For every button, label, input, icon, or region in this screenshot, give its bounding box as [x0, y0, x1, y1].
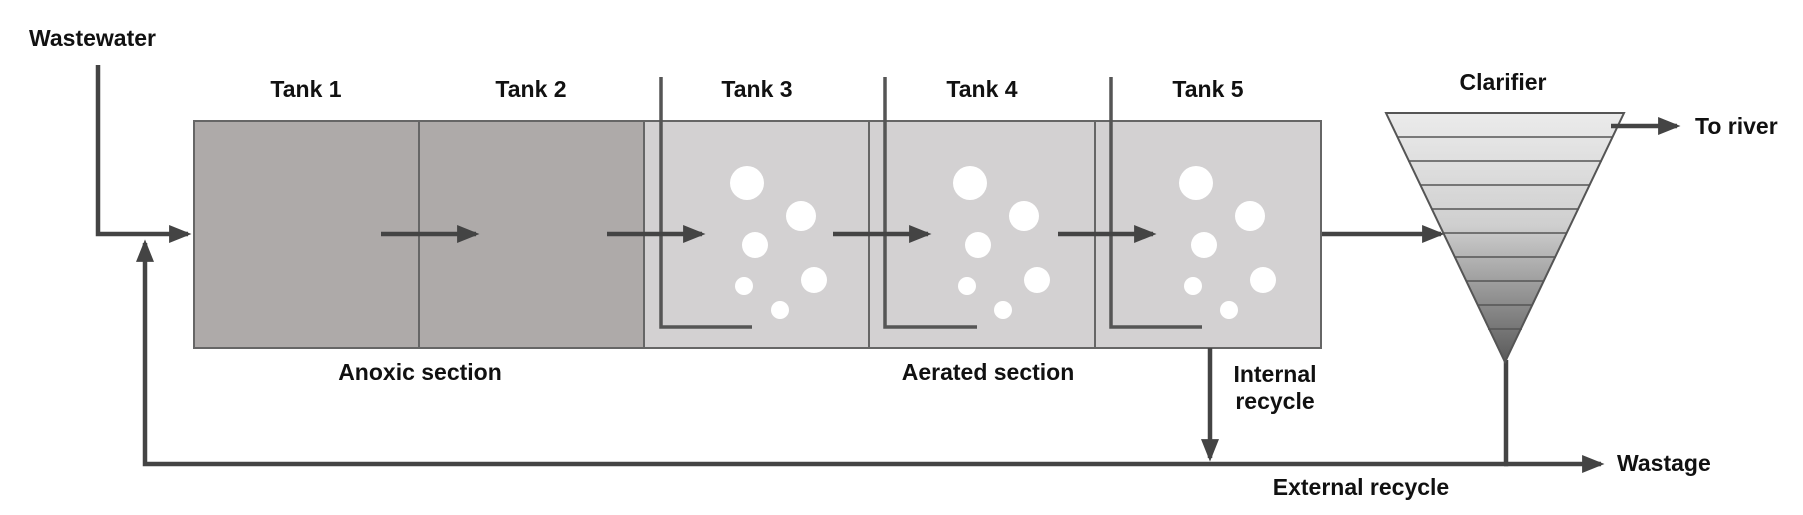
to-river-label: To river	[1695, 113, 1778, 139]
bubble	[786, 201, 816, 231]
external-recycle-label: External recycle	[1273, 474, 1449, 500]
bubble	[965, 232, 991, 258]
aeration-pipe-tank-3	[659, 77, 752, 329]
bubble	[735, 277, 753, 295]
bubble	[1220, 301, 1238, 319]
aeration-pipe-tank-5	[1109, 77, 1202, 329]
clarifier-cone	[1384, 112, 1626, 365]
aeration-bubbles	[730, 166, 1276, 319]
internal-recycle-label-line2: recycle	[1235, 388, 1314, 414]
bubble	[958, 277, 976, 295]
tank-3-label: Tank 3	[721, 76, 792, 102]
bubble	[994, 301, 1012, 319]
bubble	[742, 232, 768, 258]
bubble	[771, 301, 789, 319]
wastewater-label: Wastewater	[29, 25, 156, 51]
internal-recycle-label-line1: Internal	[1233, 361, 1316, 387]
bubble	[801, 267, 827, 293]
bubble	[1184, 277, 1202, 295]
bubble	[953, 166, 987, 200]
clarifier-layers	[1397, 136, 1613, 330]
clarifier	[1384, 112, 1626, 365]
aerated-section-label: Aerated section	[902, 359, 1075, 385]
external-recycle-line	[136, 239, 1509, 467]
bubble	[1179, 166, 1213, 200]
bubble	[1009, 201, 1039, 231]
clarifier-label: Clarifier	[1460, 69, 1547, 95]
tank-1-label: Tank 1	[270, 76, 341, 102]
anoxic-section-label: Anoxic section	[338, 359, 502, 385]
tank-5-label: Tank 5	[1172, 76, 1243, 102]
bubble	[1235, 201, 1265, 231]
labels: Wastewater Tank 1 Tank 2 Tank 3 Tank 4 T…	[29, 25, 1778, 500]
bubble	[1024, 267, 1050, 293]
aeration-pipes	[659, 77, 1202, 329]
bubble	[730, 166, 764, 200]
aeration-pipe-tank-4	[883, 77, 977, 329]
wastage-label: Wastage	[1617, 450, 1711, 476]
bubble	[1250, 267, 1276, 293]
tank-2-label: Tank 2	[495, 76, 566, 102]
tank-4-label: Tank 4	[946, 76, 1017, 102]
influent-line	[95, 65, 192, 243]
bubble	[1191, 232, 1217, 258]
